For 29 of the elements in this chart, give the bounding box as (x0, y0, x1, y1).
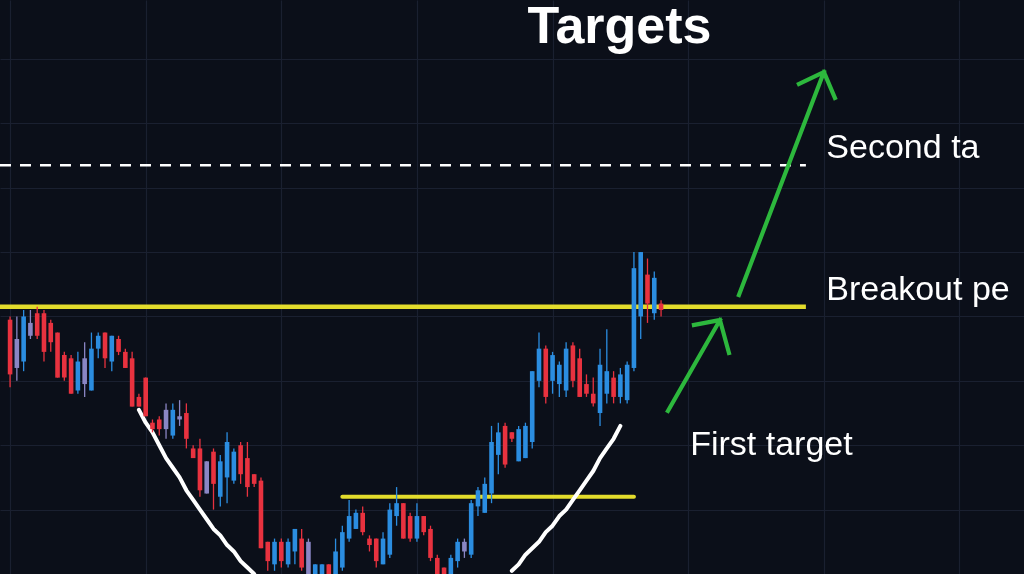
candlestick (177, 399, 182, 427)
candlestick (496, 422, 501, 475)
text: First target (690, 423, 854, 462)
candlestick (421, 515, 427, 537)
candlestick (265, 541, 271, 572)
candlestick (394, 486, 399, 527)
candlestick (455, 537, 460, 569)
candlestick (618, 367, 623, 405)
chart-title: Targets (527, 0, 712, 54)
candlestick (116, 335, 121, 356)
candlestick (48, 319, 54, 353)
candlestick (272, 537, 277, 572)
candlestick (28, 309, 33, 340)
candlestick (62, 351, 67, 382)
candlestick (373, 537, 379, 569)
candlestick (462, 537, 467, 559)
candlestick (360, 505, 365, 537)
candlestick (123, 348, 128, 369)
candlestick (95, 331, 101, 359)
ref-line-label: Second ta (826, 127, 980, 166)
candlestick (611, 370, 616, 405)
candlestick (557, 360, 562, 398)
candlestick (590, 376, 596, 408)
candlestick (434, 554, 440, 574)
candlestick (279, 537, 284, 569)
ref-line-label: Breakout pe (826, 268, 1010, 307)
candlestick (156, 415, 162, 437)
candlestick (584, 373, 589, 398)
candlestick (333, 537, 338, 574)
